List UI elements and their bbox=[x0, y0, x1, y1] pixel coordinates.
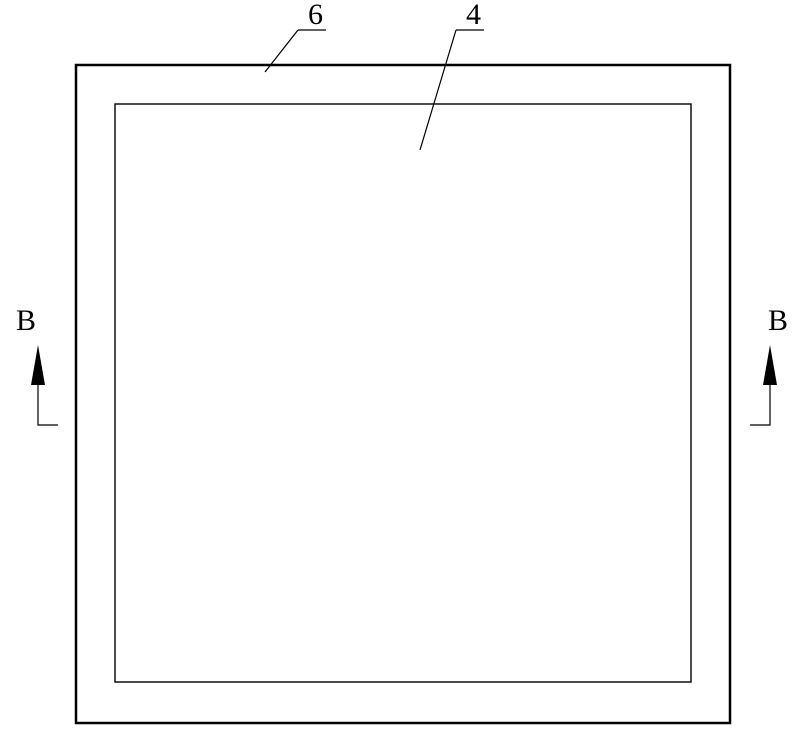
callout-label-6: 6 bbox=[308, 0, 323, 31]
section-label-b-left: B bbox=[16, 304, 36, 337]
section-tail-right bbox=[750, 385, 770, 425]
section-arrow-right bbox=[763, 345, 777, 385]
inner-rectangle bbox=[115, 104, 691, 682]
section-tail-left bbox=[38, 385, 58, 425]
outer-rectangle bbox=[76, 65, 730, 723]
callout-label-4: 4 bbox=[466, 0, 481, 31]
leader-line-4 bbox=[420, 30, 456, 150]
diagram-canvas: 6 4 B B bbox=[0, 0, 809, 751]
section-label-b-right: B bbox=[768, 304, 788, 337]
section-arrow-left bbox=[31, 345, 45, 385]
